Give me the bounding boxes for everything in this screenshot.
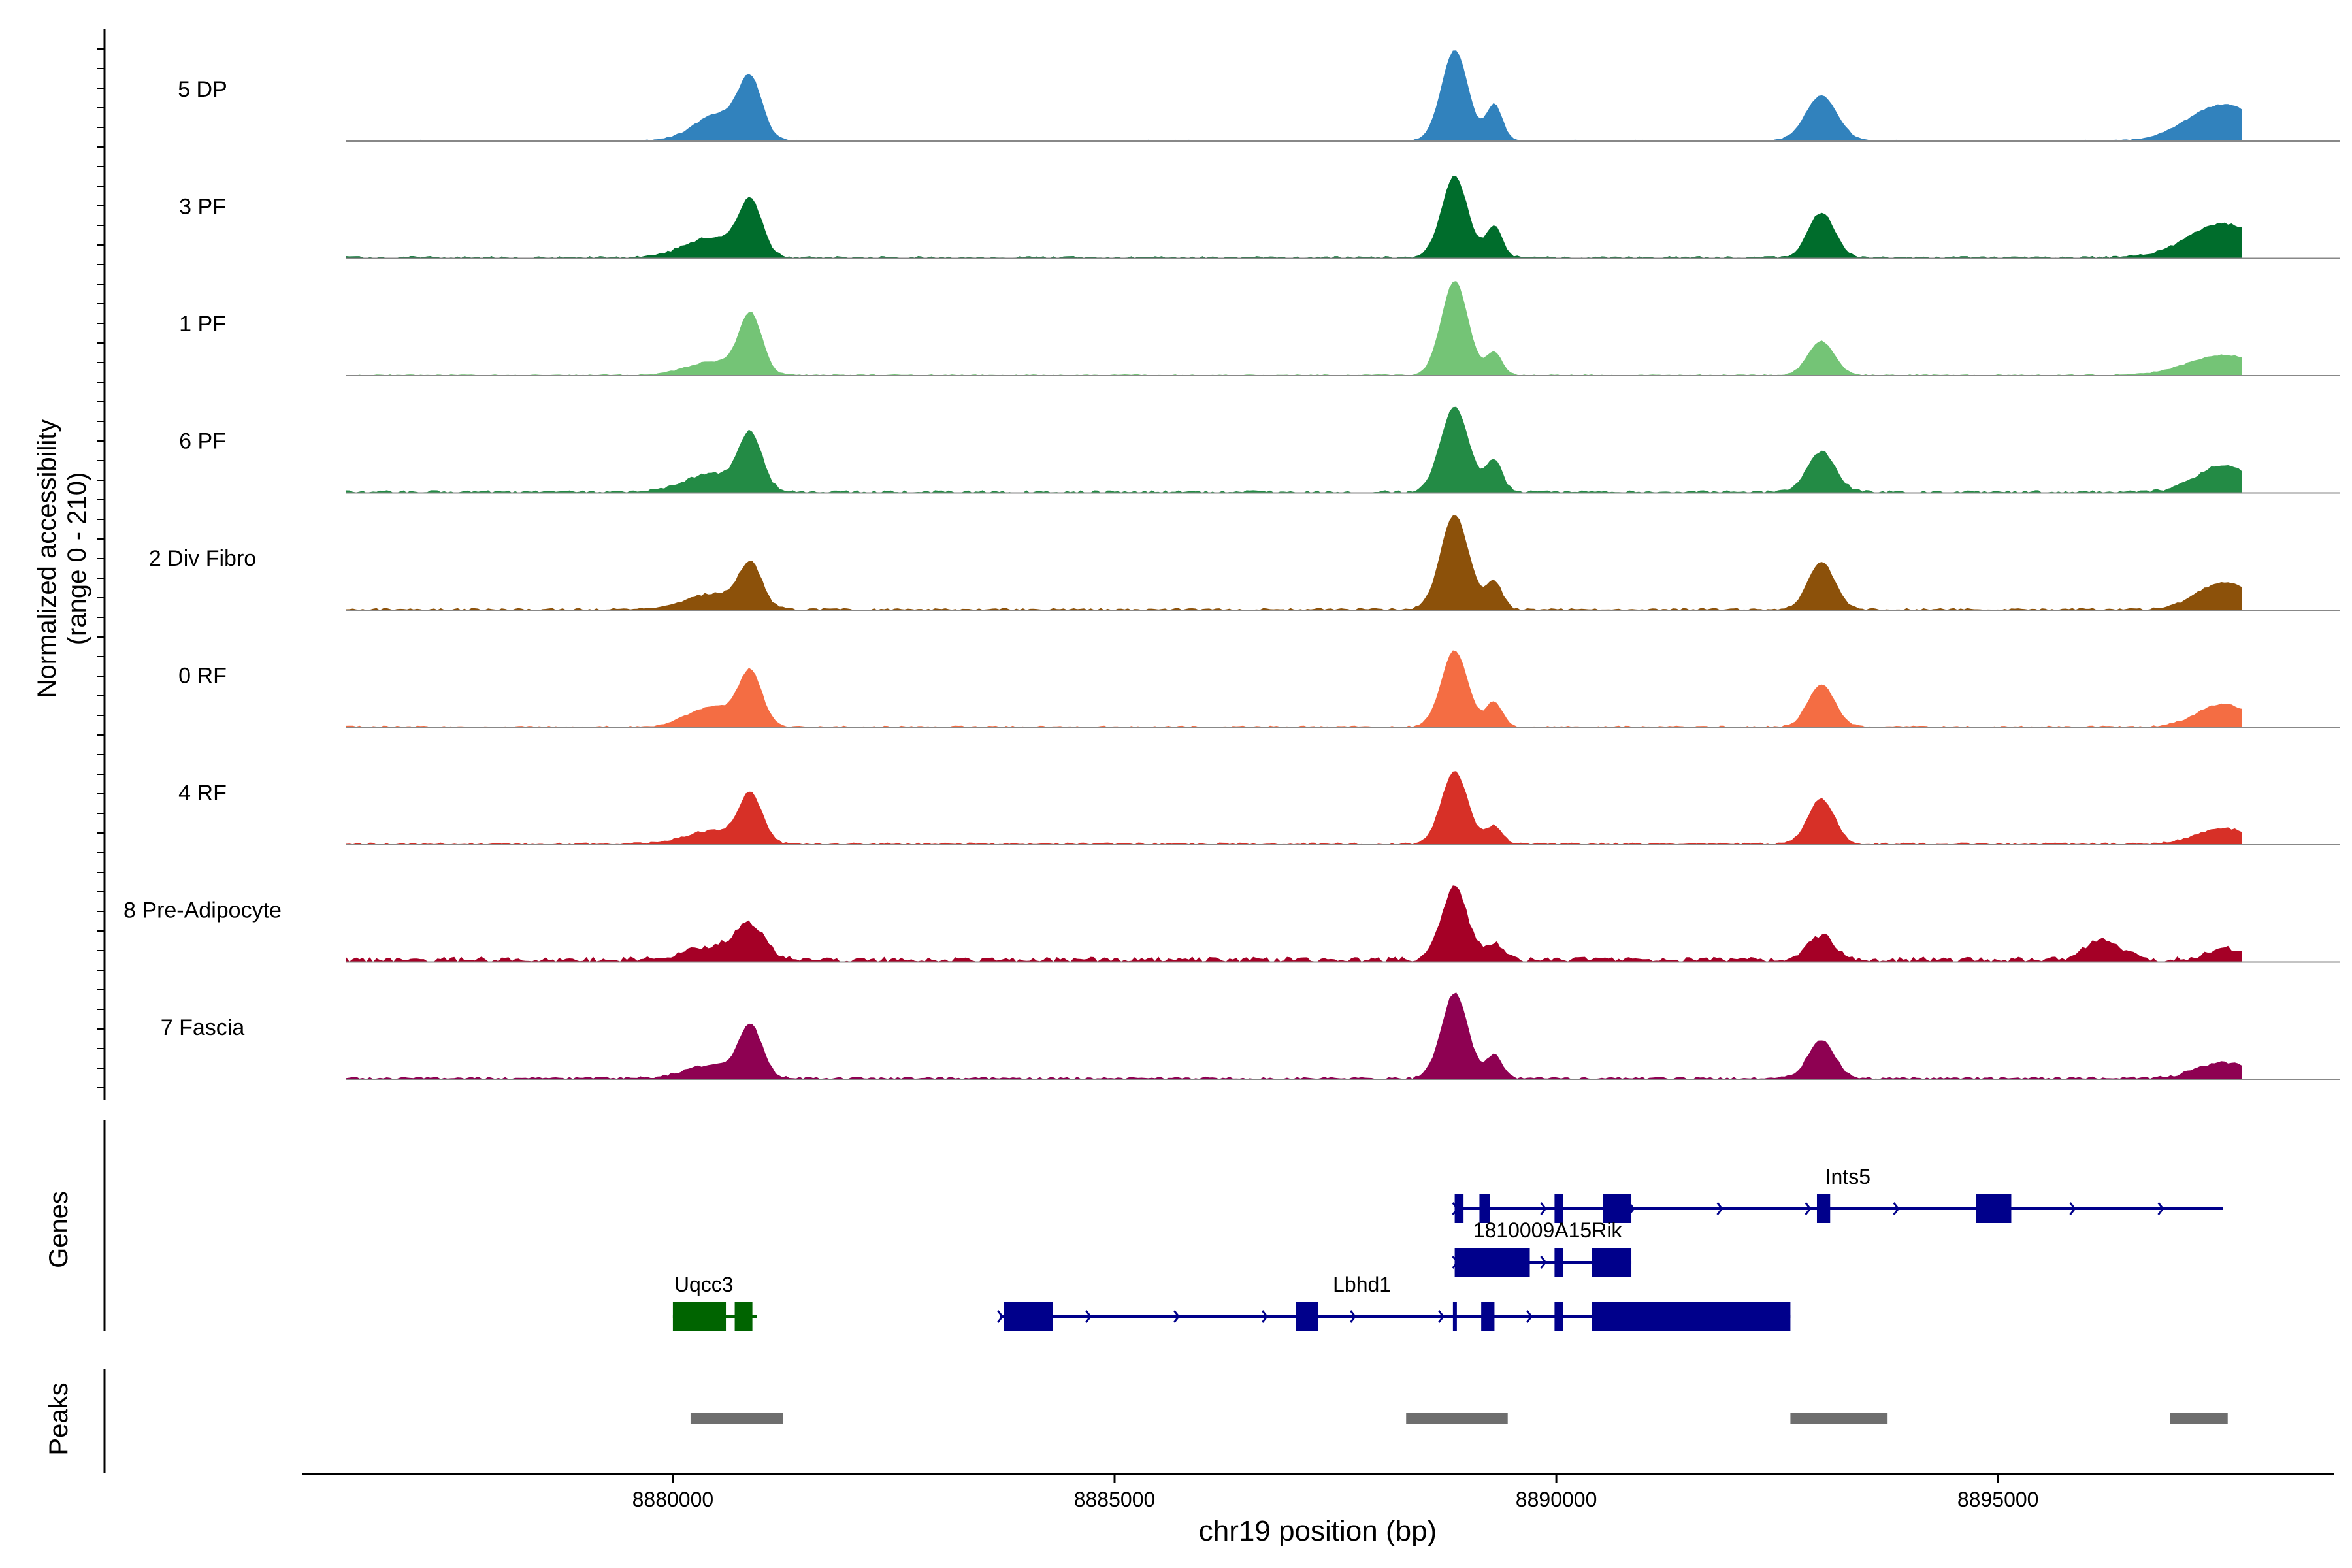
strand-arrow: [1438, 1310, 1445, 1323]
strand-arrow: [1893, 1202, 1900, 1215]
genes-panel-label: Genes: [44, 1191, 73, 1268]
track-label: 3 PF: [179, 195, 226, 220]
strand-arrow: [1628, 1202, 1635, 1215]
gene-exon: [1481, 1302, 1495, 1331]
coverage-area: [346, 281, 2242, 376]
peak-bar: [690, 1413, 783, 1424]
strand-arrow: [2157, 1202, 2164, 1215]
y-axis-title-line1: Normalized accessibility: [33, 419, 61, 698]
strand-arrow: [1703, 1310, 1710, 1323]
gene-exon: [1554, 1194, 1563, 1223]
strand-arrow: [1452, 1202, 1459, 1215]
peaks-track: [103, 1369, 2228, 1473]
gene-exon: [1454, 1248, 1530, 1277]
gene-label: Lbhd1: [1333, 1273, 1391, 1296]
strand-arrow: [1173, 1310, 1181, 1323]
x-axis: 8880000 8885000 8890000 8895000: [302, 1473, 2334, 1511]
coverage-area: [346, 406, 2242, 493]
gene-exon: [1603, 1194, 1632, 1223]
gene-exon: [1592, 1248, 1632, 1277]
coverage-area: [346, 176, 2242, 259]
gene-exon: [1816, 1194, 1831, 1223]
genes-track: Ints5 1810009A15Rik Uqcc3 Lbhd1: [103, 1120, 2223, 1331]
x-tick-label: 8880000: [632, 1488, 714, 1511]
strand-arrow: [1805, 1202, 1812, 1215]
coverage-area: [346, 885, 2242, 962]
x-tick-label: 8885000: [1074, 1488, 1156, 1511]
coverage-area: [346, 771, 2242, 845]
x-axis-title: chr19 position (bp): [1199, 1515, 1437, 1547]
strand-arrow: [1452, 1256, 1459, 1269]
strand-arrow: [1716, 1202, 1723, 1215]
gene-exon: [672, 1302, 727, 1331]
track-label: 8 Pre-Adipocyte: [123, 898, 282, 923]
strand-arrow: [1262, 1310, 1269, 1323]
gene-label: Uqcc3: [674, 1273, 734, 1296]
gene-exon: [1004, 1302, 1053, 1331]
strand-arrow: [997, 1310, 1004, 1323]
x-tick-label: 8890000: [1516, 1488, 1597, 1511]
peak-bar: [1790, 1413, 1888, 1424]
peak-bar: [2170, 1413, 2228, 1424]
gene-exon: [1554, 1302, 1563, 1331]
accessibility-tracks: 5 DP 3 PF 1 PF 6 PF 2 Div Fibro 0 RF 4 RF 8 Pre…: [97, 29, 2340, 1100]
track-label: 7 Fascia: [161, 1015, 245, 1040]
track-label: 2 Div Fibro: [149, 546, 256, 571]
gene-exon: [1296, 1302, 1318, 1331]
track-label: 6 PF: [179, 429, 226, 454]
coverage-area: [346, 50, 2242, 141]
strand-arrow: [1085, 1310, 1092, 1323]
track-label: 5 DP: [178, 77, 227, 102]
coverage-area: [346, 992, 2242, 1079]
peaks-panel-label: Peaks: [44, 1382, 73, 1455]
gene-exon: [734, 1302, 753, 1331]
track-label: 4 RF: [178, 781, 227, 806]
y-axis-title: Normalized accessibility (range 0 - 210): [33, 419, 91, 698]
x-tick-label: 8895000: [1957, 1488, 2039, 1511]
gene-exon: [1452, 1302, 1457, 1331]
gene-exon: [1554, 1248, 1563, 1277]
strand-arrow: [674, 1310, 681, 1323]
gene-exon: [1454, 1194, 1464, 1223]
coverage-area: [346, 515, 2242, 610]
strand-arrow: [1526, 1310, 1533, 1323]
gene-label: Ints5: [1825, 1165, 1870, 1188]
strand-arrow: [1614, 1310, 1622, 1323]
strand-arrow: [1540, 1202, 1547, 1215]
gene-exon: [1976, 1194, 2012, 1223]
gene-label: 1810009A15Rik: [1473, 1218, 1623, 1242]
peak-bar: [1406, 1413, 1508, 1424]
gene-exon: [1592, 1302, 1791, 1331]
track-label: 1 PF: [179, 312, 226, 336]
y-axis-title-line2: (range 0 - 210): [63, 472, 91, 645]
strand-arrow: [1981, 1202, 1988, 1215]
coverage-area: [346, 650, 2242, 728]
track-label: 0 RF: [178, 664, 227, 689]
strand-arrow: [1540, 1256, 1547, 1269]
strand-arrow: [1350, 1310, 1357, 1323]
strand-arrow: [2069, 1202, 2076, 1215]
gene-exon: [1479, 1194, 1490, 1223]
